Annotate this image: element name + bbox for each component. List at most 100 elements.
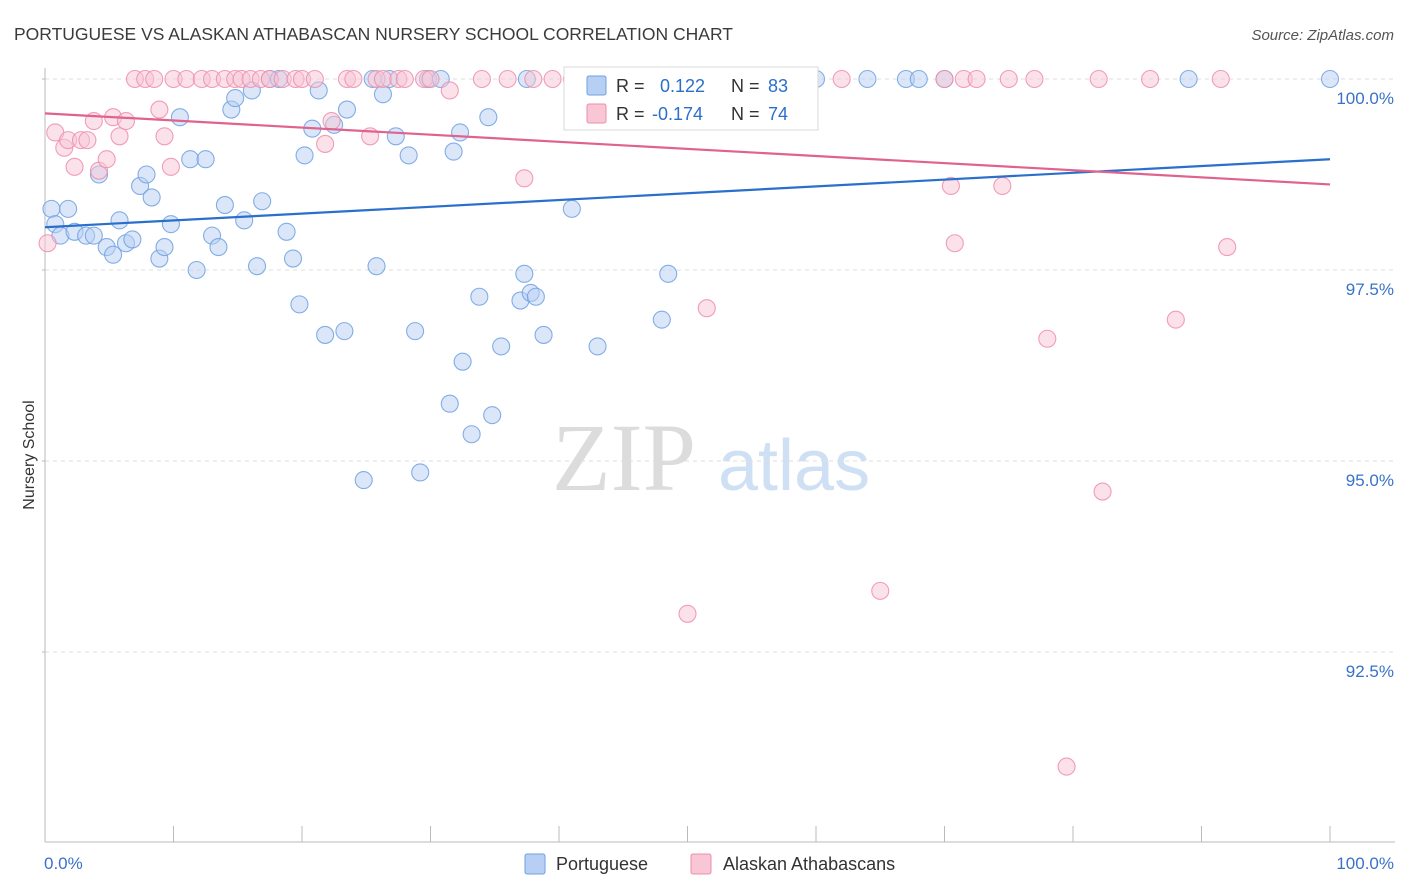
x-tick-label-left: 0.0% [44, 854, 83, 873]
alaskan-athabascans-point [945, 234, 964, 253]
axes [42, 68, 1395, 843]
alaskan-athabascans-point [1089, 69, 1108, 89]
y-tick-label: 97.5% [1346, 280, 1394, 299]
alaskan-athabascans-point [305, 69, 324, 89]
portuguese-point [155, 238, 174, 257]
alaskan-athabascans-point [177, 69, 196, 89]
portuguese-point [142, 188, 161, 207]
portuguese-point [440, 394, 459, 413]
portuguese-point [858, 69, 877, 89]
bottom-legend: Portuguese Alaskan Athabascans [524, 853, 895, 875]
alaskan-athabascans-point [316, 134, 335, 153]
alaskan-athabascans-point [145, 69, 164, 89]
alaskan-athabascans-point [65, 157, 84, 176]
legend-swatch-portuguese [524, 853, 546, 875]
portuguese-point [104, 245, 123, 264]
alaskan-athabascans-point [832, 69, 851, 89]
portuguese-point [1320, 69, 1340, 89]
alaskan-athabascans-point [472, 69, 491, 89]
y-tick-labels: 100.0% 97.5% 95.0% 92.5% [1336, 89, 1394, 681]
y-tick-label: 100.0% [1336, 89, 1394, 108]
portuguese-point [42, 199, 61, 218]
portuguese-r-value: 0.122 [660, 76, 705, 96]
portuguese-point [492, 337, 511, 356]
alaskan-athabascans-point [1057, 757, 1076, 776]
portuguese-point [181, 150, 200, 169]
legend-label-alaskan-athabascans: Alaskan Athabascans [723, 854, 895, 874]
watermark: ZIP atlas [552, 404, 870, 511]
alaskan-athabascans-point [524, 69, 543, 89]
portuguese-point [110, 211, 129, 230]
portuguese-point [588, 337, 607, 356]
portuguese-point [526, 287, 545, 306]
y-tick-label: 92.5% [1346, 662, 1394, 681]
alaskan-athabascans-point [993, 176, 1012, 196]
alaskan-athabascans-point [1218, 238, 1237, 257]
alaskan-athabascans-point [1211, 69, 1230, 89]
portuguese-point [247, 257, 267, 276]
portuguese-point [335, 322, 354, 341]
alaskan-athabascans-point [1141, 69, 1160, 89]
alaskan-athabascans-point [344, 69, 363, 89]
portuguese-point [215, 196, 234, 215]
alaskan-athabascans-point [322, 111, 341, 131]
alaskan-athabascans-n-value: 74 [768, 104, 788, 124]
y-axis-label: Nursery School [21, 400, 38, 509]
portuguese-point [373, 85, 393, 104]
portuguese-r-label: R = [616, 76, 645, 96]
portuguese-point [479, 108, 498, 127]
alaskan-athabascans-point [421, 69, 440, 89]
grid [45, 78, 1395, 653]
portuguese-point [170, 108, 189, 127]
alaskan-athabascans-point [155, 127, 174, 146]
watermark-zip: ZIP [552, 404, 696, 511]
alaskan-athabascans-point [78, 131, 97, 150]
portuguese-point [123, 230, 142, 249]
portuguese-point [196, 150, 215, 169]
alaskan-athabascans-point [150, 100, 169, 119]
alaskan-athabascans-point [1166, 310, 1185, 329]
alaskan-athabascans-point [697, 299, 716, 318]
legend-swatch-alaskan-athabascans [690, 853, 712, 875]
alaskan-athabascans-point [395, 69, 414, 89]
portuguese-point [226, 89, 245, 108]
portuguese-point [444, 142, 463, 161]
alaskan-athabascans-point [1093, 482, 1112, 501]
portuguese-point [909, 69, 928, 89]
chart-title: PORTUGUESE VS ALASKAN ATHABASCAN NURSERY… [14, 24, 733, 44]
alaskan-athabascans-r-value: -0.174 [652, 104, 703, 124]
x-tick-label-right: 100.0% [1336, 854, 1394, 873]
portuguese-point [337, 100, 357, 119]
alaskan-athabascans-point [161, 157, 180, 176]
alaskan-athabascans-point [935, 69, 954, 89]
portuguese-point [386, 127, 405, 146]
portuguese-point [209, 238, 228, 257]
portuguese-point [534, 325, 553, 344]
portuguese-point [290, 295, 309, 314]
portuguese-point [483, 406, 502, 425]
portuguese-point [652, 310, 671, 329]
alaskan-athabascans-point [543, 69, 562, 89]
alaskan-athabascans-point [999, 69, 1018, 89]
alaskan-athabascans-swatch [586, 103, 607, 124]
portuguese-point [451, 123, 470, 142]
portuguese-point [283, 249, 303, 268]
alaskan-athabascans-point [373, 69, 393, 89]
alaskan-athabascans-point [97, 150, 116, 169]
alaskan-athabascans-point [1025, 69, 1044, 89]
alaskan-athabascans-point [941, 176, 960, 196]
data-points [38, 69, 1340, 776]
portuguese-point [562, 199, 581, 218]
trend-lines [44, 112, 1331, 229]
portuguese-point [411, 463, 430, 482]
portuguese-n-value: 83 [768, 76, 788, 96]
portuguese-point [399, 146, 418, 165]
portuguese-point [1179, 69, 1198, 89]
portuguese-point [295, 146, 314, 165]
portuguese-point [406, 322, 425, 341]
y-tick-label: 95.0% [1346, 471, 1394, 490]
portuguese-point [515, 264, 534, 283]
alaskan-athabascans-point [515, 169, 534, 188]
alaskan-athabascans-trend-line [44, 112, 1331, 186]
